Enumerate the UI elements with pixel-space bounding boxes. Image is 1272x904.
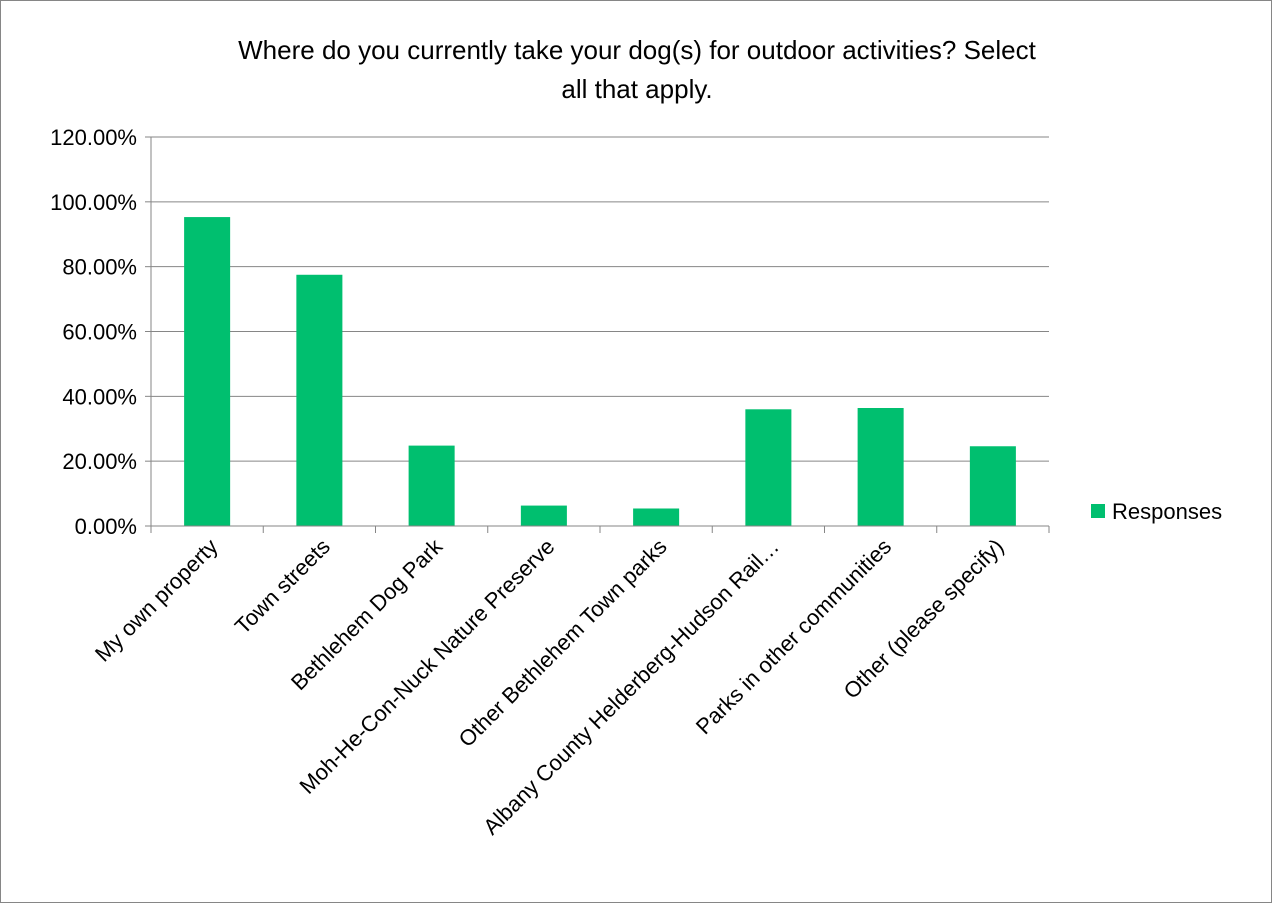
bar bbox=[745, 409, 792, 526]
x-category-label: Moh-He-Con-Nuck Nature Preserve bbox=[294, 534, 559, 799]
y-axis-tick-labels: 0.00% 20.00% 40.00% 60.00% 80.00% 100.00% 120.… bbox=[50, 125, 137, 539]
axes bbox=[150, 137, 1050, 533]
bar bbox=[408, 445, 455, 526]
bar bbox=[633, 508, 680, 526]
bar bbox=[296, 274, 343, 526]
x-category-label: Parks in other communities bbox=[691, 534, 896, 739]
legend: Responses bbox=[1091, 499, 1222, 524]
legend-swatch-responses bbox=[1091, 504, 1105, 518]
gridlines bbox=[145, 136, 1049, 527]
legend-label-responses: Responses bbox=[1112, 499, 1222, 524]
chart-title: Where do you currently take your dog(s) … bbox=[238, 35, 1036, 104]
y-tick-label: 40.00% bbox=[62, 384, 137, 409]
x-category-label: My own property bbox=[90, 534, 223, 667]
y-tick-label: 0.00% bbox=[75, 514, 137, 539]
y-tick-label: 20.00% bbox=[62, 449, 137, 474]
chart-title-line-1: Where do you currently take your dog(s) … bbox=[238, 35, 1036, 65]
x-category-label: Town streets bbox=[230, 534, 335, 639]
bar bbox=[184, 217, 231, 527]
y-tick-label: 60.00% bbox=[62, 320, 137, 345]
bar bbox=[520, 505, 567, 526]
y-tick-label: 80.00% bbox=[62, 255, 137, 280]
y-tick-label: 120.00% bbox=[50, 125, 137, 150]
chart-title-line-2: all that apply. bbox=[561, 74, 712, 104]
bar bbox=[969, 446, 1016, 526]
y-tick-label: 100.00% bbox=[50, 190, 137, 215]
bars bbox=[184, 217, 1016, 527]
x-category-label: Other Bethlehem Town parks bbox=[454, 534, 672, 752]
bar bbox=[857, 408, 904, 526]
